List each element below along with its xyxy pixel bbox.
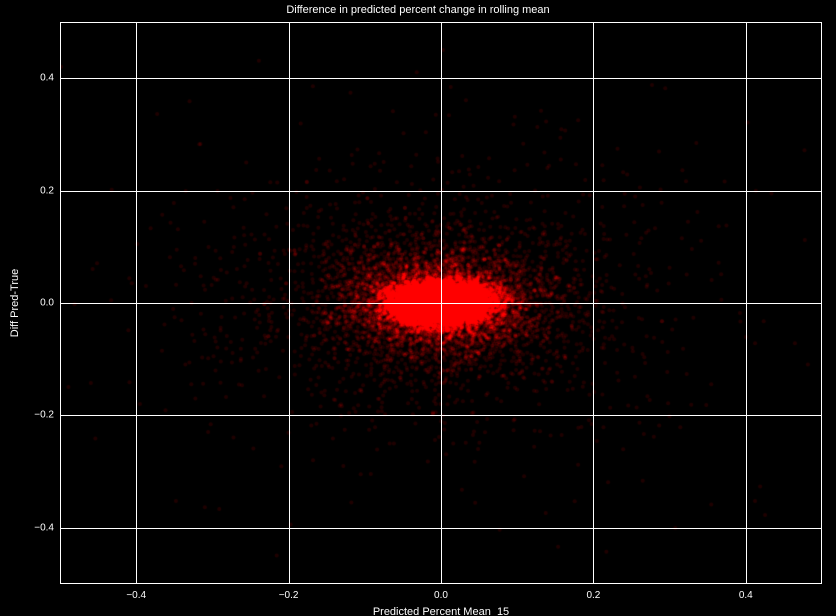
chart-title: Difference in predicted percent change i… (0, 4, 836, 16)
chart-container: Difference in predicted percent change i… (0, 0, 836, 616)
y-axis-label: Diff Pred-True (9, 269, 21, 337)
x-tick-label: −0.4 (126, 590, 146, 601)
grid-line-horizontal (60, 303, 822, 304)
grid-line-horizontal (60, 415, 822, 416)
grid-line-horizontal (60, 191, 822, 192)
grid-line-horizontal (60, 528, 822, 529)
y-tick-label: 0.4 (26, 73, 54, 84)
x-tick-label: 0.2 (586, 590, 600, 601)
x-tick-label: 0.0 (434, 590, 448, 601)
plot-area (60, 22, 822, 584)
x-axis-label: Predicted Percent Mean_15 (373, 606, 509, 616)
grid-line-horizontal (60, 78, 822, 79)
y-tick-label: 0.0 (26, 298, 54, 309)
x-tick-label: 0.4 (739, 590, 753, 601)
y-tick-label: 0.2 (26, 185, 54, 196)
x-tick-label: −0.2 (279, 590, 299, 601)
y-tick-label: −0.2 (26, 410, 54, 421)
y-tick-label: −0.4 (26, 522, 54, 533)
